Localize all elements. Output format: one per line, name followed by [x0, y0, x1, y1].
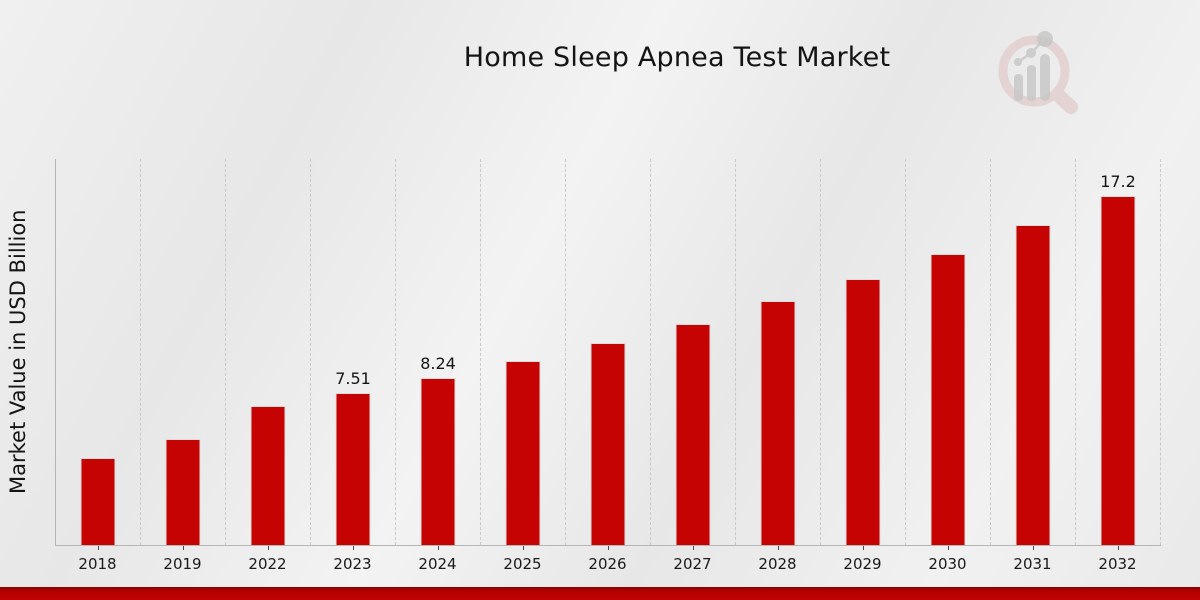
- x-tick-mark: [692, 546, 694, 550]
- x-axis-labels: 2018 2019 2022 2023 2024 2025 2026 2027 2028 2029…: [55, 546, 1160, 573]
- x-tick-label-2028: 2028: [758, 555, 797, 573]
- x-tick-cell-2025: 2025: [480, 546, 565, 573]
- x-tick-cell-2018: 2018: [55, 546, 140, 573]
- bar-2025: [505, 361, 541, 545]
- category-cell-2027: [651, 159, 736, 545]
- bar-2018: [80, 458, 116, 545]
- x-tick-label-2027: 2027: [673, 555, 712, 573]
- category-cell-2019: [141, 159, 226, 545]
- x-tick-cell-2019: 2019: [140, 546, 225, 573]
- x-tick-cell-2023: 2023: [310, 546, 395, 573]
- x-tick-mark: [437, 546, 439, 550]
- magnifier-handle-icon: [1051, 88, 1078, 114]
- x-tick-label-2023: 2023: [333, 555, 372, 573]
- x-tick-cell-2027: 2027: [650, 546, 735, 573]
- x-tick-label-2031: 2031: [1013, 555, 1052, 573]
- category-cell-2026: [566, 159, 651, 545]
- x-tick-cell-2022: 2022: [225, 546, 310, 573]
- bar-value-label-2023: 7.51: [335, 369, 371, 388]
- x-tick-label-2032: 2032: [1098, 555, 1137, 573]
- x-tick-mark: [947, 546, 949, 550]
- x-tick-cell-2031: 2031: [990, 546, 1075, 573]
- chart-title: Home Sleep Apnea Test Market: [463, 42, 891, 73]
- footer-accent-band: [0, 587, 1200, 600]
- x-tick-mark: [522, 546, 524, 550]
- category-cell-2031: [991, 159, 1076, 545]
- logo-bars-icon: [1014, 31, 1053, 101]
- category-cell-2018: [56, 159, 141, 545]
- x-tick-mark: [1032, 546, 1034, 550]
- bar-2019: [165, 439, 201, 545]
- x-tick-label-2018: 2018: [78, 555, 117, 573]
- category-cell-2023: 7.51: [311, 159, 396, 545]
- x-axis-line: [55, 545, 1161, 546]
- x-tick-cell-2024: 2024: [395, 546, 480, 573]
- plot-area: 7.51 8.24 17.2: [55, 159, 1161, 545]
- category-cell-2024: 8.24: [396, 159, 481, 545]
- x-tick-cell-2029: 2029: [820, 546, 905, 573]
- x-tick-mark: [182, 546, 184, 550]
- x-tick-mark: [1117, 546, 1119, 550]
- x-tick-cell-2030: 2030: [905, 546, 990, 573]
- bar-2030: [930, 254, 966, 545]
- magnifier-ring-icon: [998, 35, 1070, 107]
- x-tick-label-2024: 2024: [418, 555, 457, 573]
- x-tick-label-2025: 2025: [503, 555, 542, 573]
- market-research-future-logo: [998, 31, 1078, 114]
- x-tick-cell-2028: 2028: [735, 546, 820, 573]
- y-axis-label: Market Value in USD Billion: [6, 209, 30, 495]
- x-tick-mark: [862, 546, 864, 550]
- x-tick-cell-2026: 2026: [565, 546, 650, 573]
- x-tick-mark: [97, 546, 99, 550]
- bar-2022: [250, 406, 286, 545]
- bar-2026: [590, 343, 626, 545]
- category-cell-2025: [481, 159, 566, 545]
- x-tick-cell-2032: 2032: [1075, 546, 1160, 573]
- category-cell-2029: [821, 159, 906, 545]
- x-tick-mark: [267, 546, 269, 550]
- bar-2031: [1015, 225, 1051, 545]
- bar-value-label-2032: 17.2: [1100, 172, 1136, 191]
- category-cell-2022: [226, 159, 311, 545]
- x-tick-mark: [352, 546, 354, 550]
- bar-2023: [335, 393, 371, 545]
- bar-value-label-2024: 8.24: [420, 354, 456, 373]
- x-tick-label-2026: 2026: [588, 555, 627, 573]
- x-tick-mark: [607, 546, 609, 550]
- bar-2024: [420, 378, 456, 545]
- bar-2027: [675, 324, 711, 545]
- category-cell-2028: [736, 159, 821, 545]
- category-cell-2032: 17.2: [1076, 159, 1161, 545]
- bar-2029: [845, 279, 881, 545]
- bar-2032: [1100, 196, 1136, 545]
- x-tick-label-2022: 2022: [248, 555, 287, 573]
- x-tick-label-2019: 2019: [163, 555, 202, 573]
- x-tick-label-2030: 2030: [928, 555, 967, 573]
- bar-2028: [760, 301, 796, 545]
- x-tick-label-2029: 2029: [843, 555, 882, 573]
- x-tick-mark: [777, 546, 779, 550]
- category-cell-2030: [906, 159, 991, 545]
